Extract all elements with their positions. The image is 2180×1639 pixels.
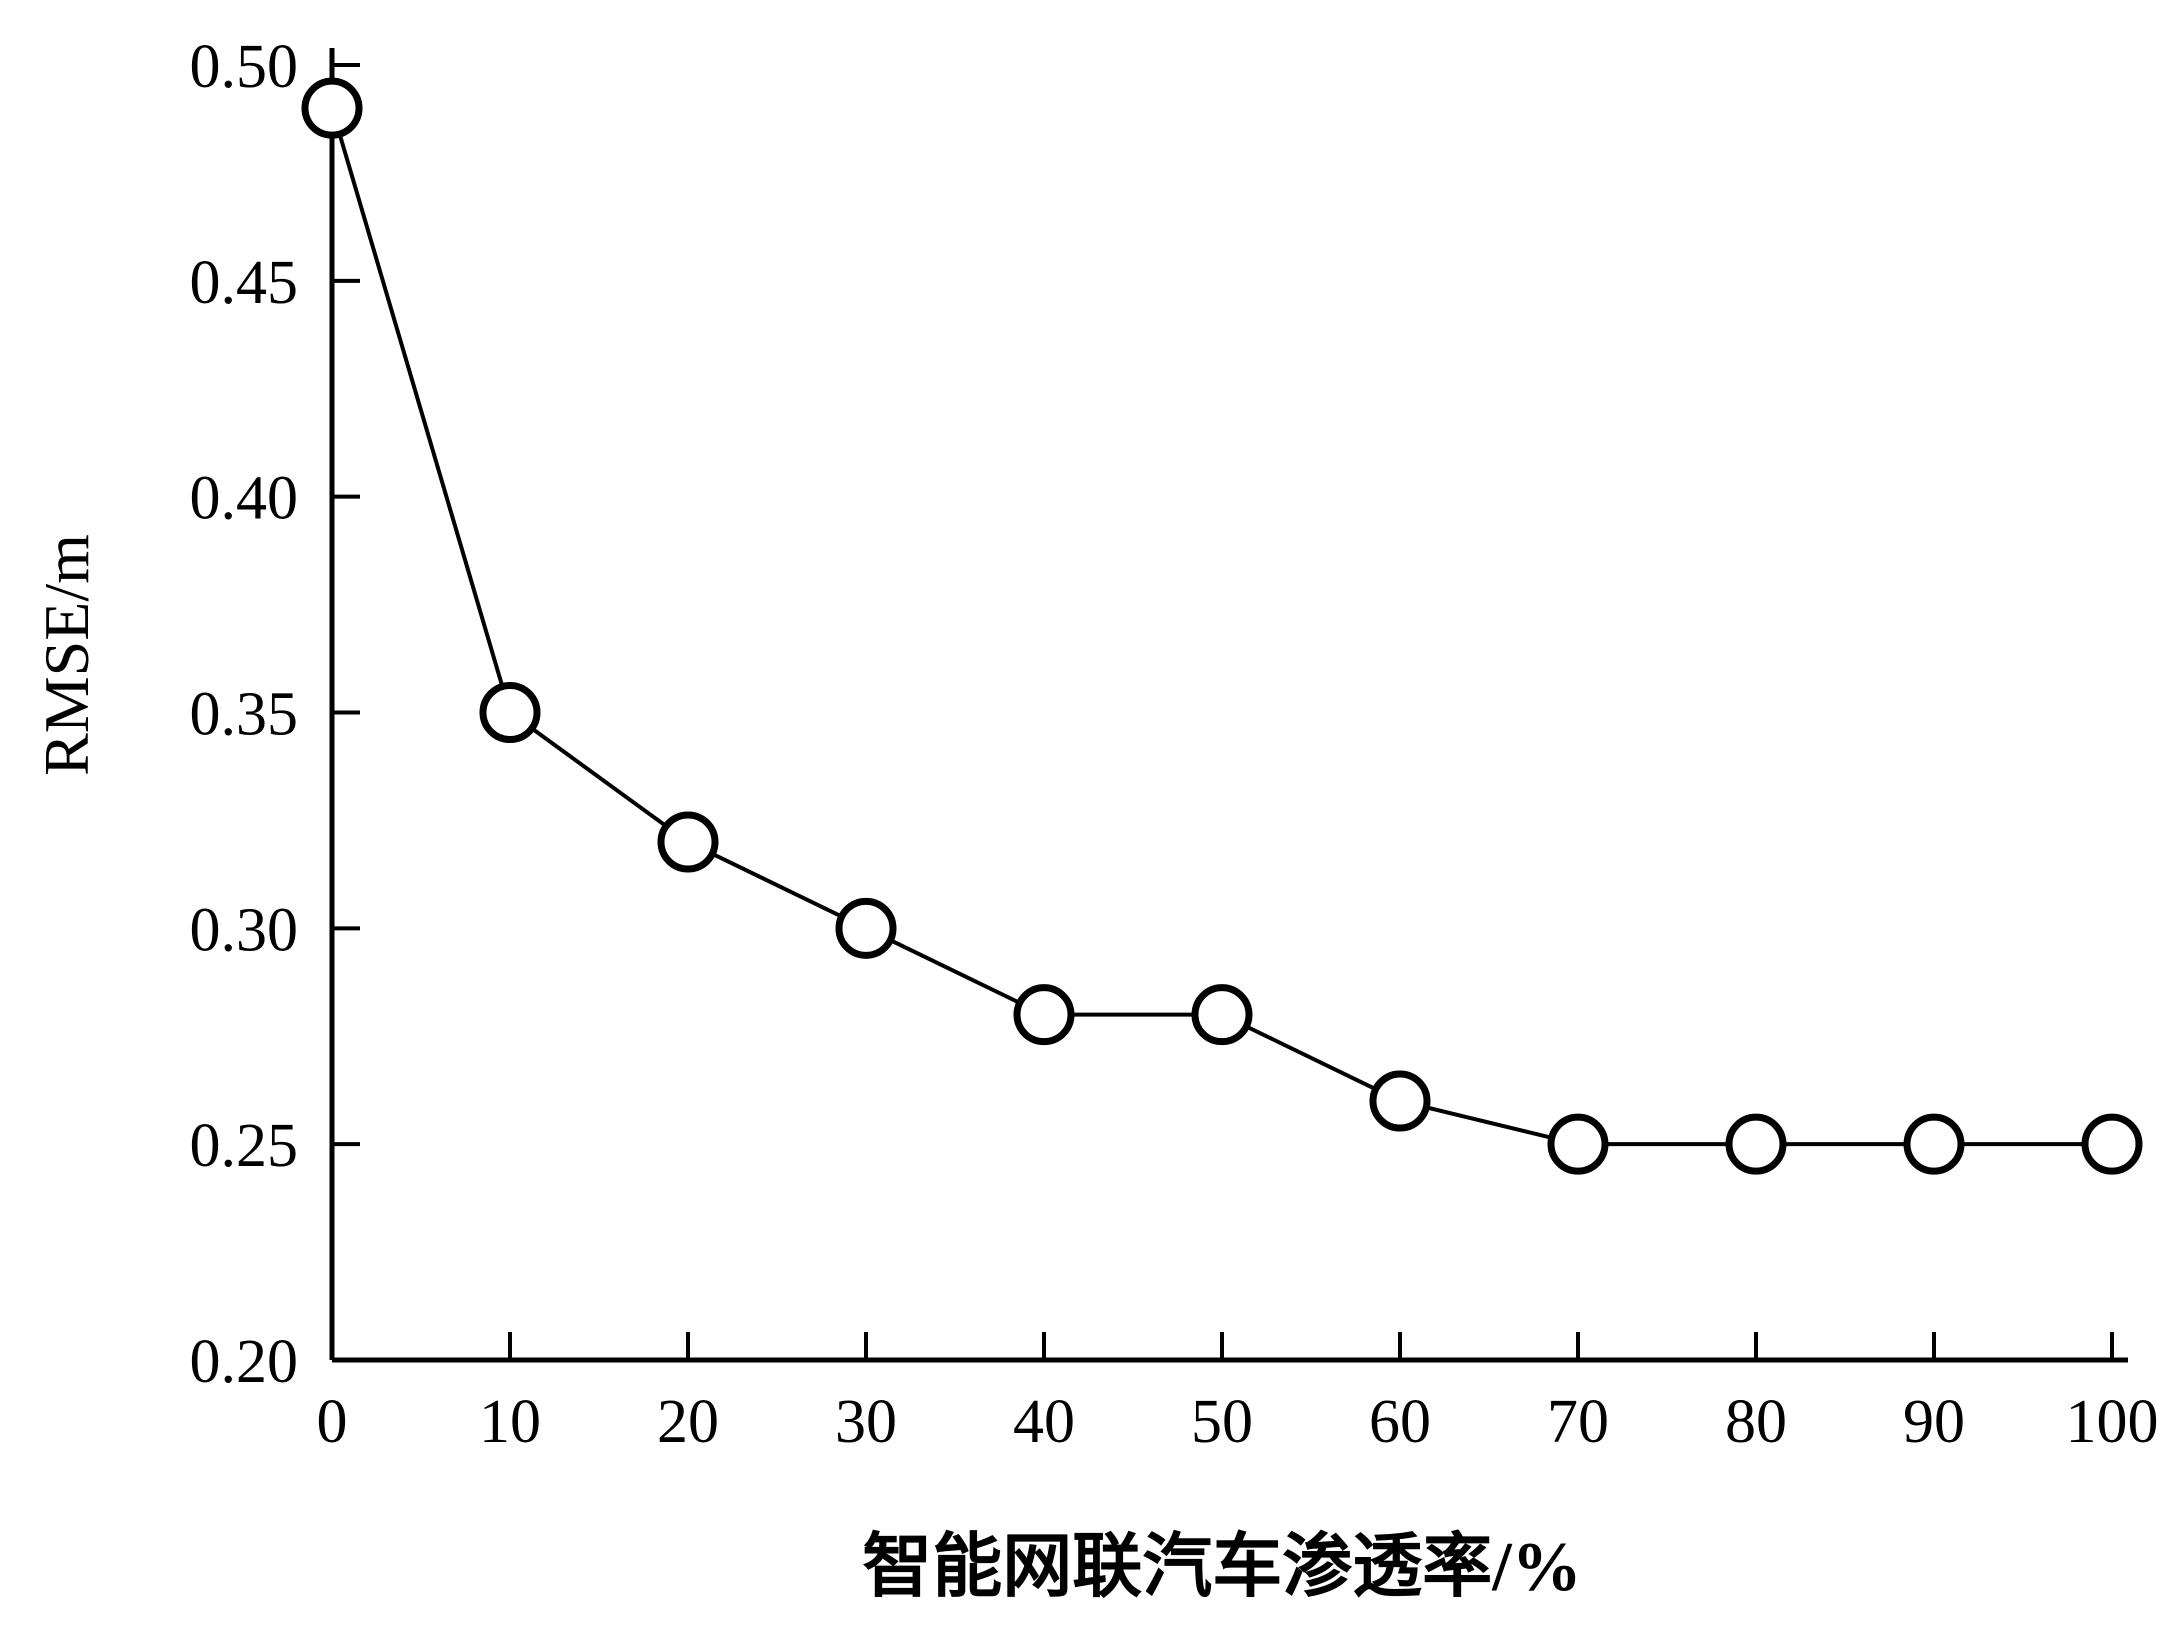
y-tick-label: 0.40 xyxy=(190,465,299,533)
x-tick-label: 90 xyxy=(1903,1388,1965,1456)
y-tick-label: 0.20 xyxy=(190,1328,299,1396)
data-point-marker xyxy=(301,77,363,139)
x-tick-label: 70 xyxy=(1547,1388,1609,1456)
data-point-marker xyxy=(1013,984,1075,1046)
data-point-marker xyxy=(1369,1070,1431,1132)
x-axis-title: 智能网联汽车渗透率/% xyxy=(862,1528,1581,1606)
y-tick-label: 0.50 xyxy=(190,33,299,101)
data-point-marker xyxy=(479,682,541,743)
data-point-marker xyxy=(2081,1113,2143,1175)
y-axis-title: RMSE/m xyxy=(31,534,102,776)
x-tick-label: 40 xyxy=(1013,1388,1075,1456)
data-point-marker xyxy=(1547,1113,1609,1175)
x-tick-label: 100 xyxy=(2066,1388,2159,1456)
x-tick-label: 30 xyxy=(835,1388,897,1456)
x-tick-label: 50 xyxy=(1191,1388,1253,1456)
y-tick-label: 0.45 xyxy=(190,249,299,317)
y-tick-label: 0.30 xyxy=(190,896,299,964)
data-point-marker xyxy=(835,897,897,959)
data-point-marker xyxy=(1191,984,1253,1046)
plot-area: 0.20 0.25 0.30 0.35 0.40 0.45 0.50 0 10 20 30 40 50 6… xyxy=(190,33,2159,1456)
data-point-marker xyxy=(657,811,719,873)
x-tick-label: 10 xyxy=(479,1388,541,1456)
x-tick-label: 20 xyxy=(657,1388,719,1456)
x-tick-label: 60 xyxy=(1369,1388,1431,1456)
data-point-marker xyxy=(1725,1113,1787,1175)
y-tick-label: 0.25 xyxy=(190,1112,299,1180)
data-point-marker xyxy=(1903,1113,1965,1175)
y-tick-label: 0.35 xyxy=(190,681,299,749)
x-tick-label: 80 xyxy=(1725,1388,1787,1456)
x-tick-label: 0 xyxy=(317,1388,348,1456)
